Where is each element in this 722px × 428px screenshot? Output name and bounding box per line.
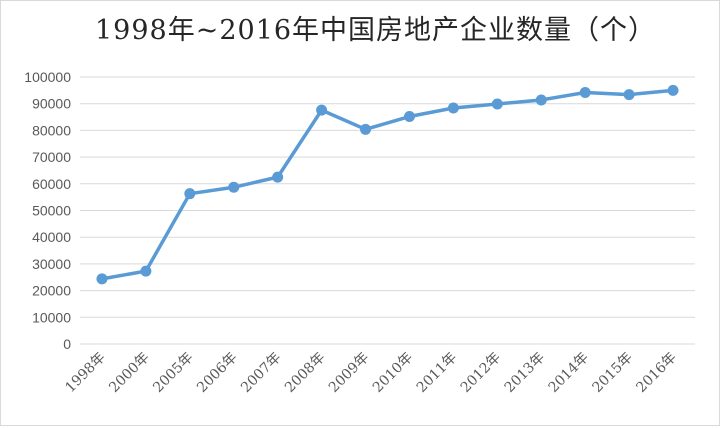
x-tick-label: 2008年	[282, 350, 328, 396]
data-point	[491, 98, 503, 110]
y-tick-label: 80000	[32, 122, 71, 138]
y-tick-label: 60000	[32, 176, 71, 192]
x-tick-label: 2015年	[590, 350, 636, 396]
y-tick-label: 90000	[32, 96, 71, 112]
data-point	[316, 104, 328, 116]
y-tick-label: 0	[63, 336, 71, 352]
y-tick-label: 70000	[32, 149, 71, 165]
y-tick-label: 30000	[32, 256, 71, 272]
chart-title: 1998年~2016年中国房地产企业数量（个）	[95, 15, 657, 46]
data-point	[403, 111, 415, 123]
y-tick-label: 20000	[32, 283, 71, 299]
x-tick-label: 2005年	[150, 350, 196, 396]
x-tick-label: 2014年	[546, 350, 592, 396]
x-tick-label: 2013年	[502, 350, 548, 396]
data-point	[184, 188, 196, 200]
y-tick-label: 40000	[32, 229, 71, 245]
x-tick-label: 2006年	[194, 350, 240, 396]
data-point	[96, 273, 108, 285]
x-tick-label: 1998年	[62, 350, 108, 396]
data-point	[579, 86, 591, 98]
y-tick-label: 100000	[24, 69, 71, 85]
x-tick-label: 2007年	[238, 350, 284, 396]
data-point	[535, 94, 547, 106]
data-point	[360, 123, 372, 135]
y-tick-label: 50000	[32, 203, 71, 219]
data-point	[228, 181, 240, 193]
data-point	[140, 265, 152, 277]
x-tick-label: 2009年	[326, 350, 372, 396]
x-tick-label: 2012年	[458, 350, 504, 396]
y-tick-label: 10000	[32, 309, 71, 325]
x-tick-label: 2016年	[633, 350, 679, 396]
series-line	[101, 88, 674, 281]
x-tick-label: 2010年	[370, 350, 416, 396]
data-point	[272, 171, 284, 183]
x-tick-label: 2011年	[414, 350, 460, 396]
data-point	[623, 89, 635, 101]
x-tick-label: 2000年	[106, 350, 152, 396]
data-point	[667, 84, 679, 96]
data-point	[447, 102, 459, 114]
